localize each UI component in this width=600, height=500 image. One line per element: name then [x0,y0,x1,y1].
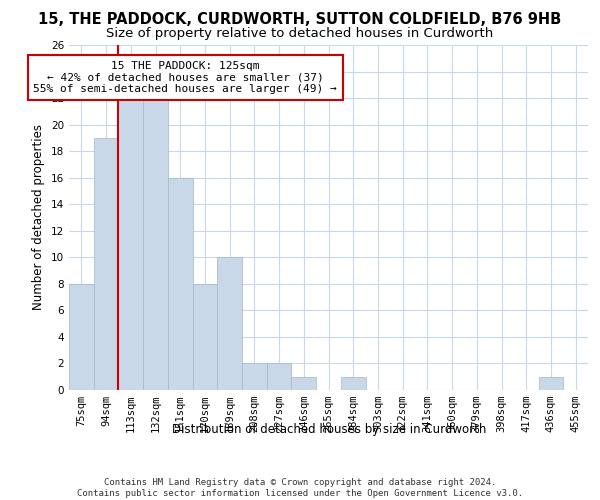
Bar [292,376,316,390]
Bar [341,376,365,390]
Bar [242,364,267,390]
Y-axis label: Number of detached properties: Number of detached properties [32,124,46,310]
Text: Contains HM Land Registry data © Crown copyright and database right 2024.
Contai: Contains HM Land Registry data © Crown c… [77,478,523,498]
Text: 15, THE PADDOCK, CURDWORTH, SUTTON COLDFIELD, B76 9HB: 15, THE PADDOCK, CURDWORTH, SUTTON COLDF… [38,12,562,28]
Bar [267,364,292,390]
Bar [193,284,217,390]
Bar [94,138,118,390]
Bar [168,178,193,390]
Bar [118,98,143,390]
Text: Size of property relative to detached houses in Curdworth: Size of property relative to detached ho… [106,28,494,40]
Bar [539,376,563,390]
Bar [217,258,242,390]
Text: Distribution of detached houses by size in Curdworth: Distribution of detached houses by size … [172,422,486,436]
Bar [143,98,168,390]
Text: 15 THE PADDOCK: 125sqm
← 42% of detached houses are smaller (37)
55% of semi-det: 15 THE PADDOCK: 125sqm ← 42% of detached… [33,61,337,94]
Bar [69,284,94,390]
